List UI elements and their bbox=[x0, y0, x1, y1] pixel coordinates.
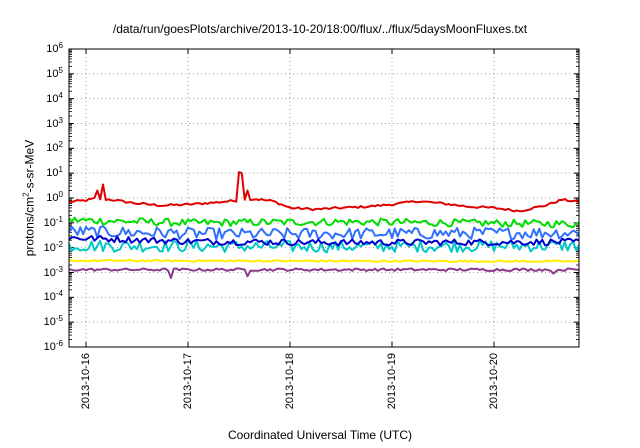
y-tick-exp: 2 bbox=[58, 140, 63, 150]
y-tick-exp: -3 bbox=[55, 264, 63, 274]
y-tick-exp: -6 bbox=[55, 339, 63, 348]
y-tick-exp: 1 bbox=[58, 165, 63, 175]
series-line bbox=[68, 171, 580, 213]
series-line bbox=[68, 216, 580, 229]
x-tick-label: 2013-10-17 bbox=[182, 353, 194, 410]
y-tick-label: 10-3 bbox=[43, 264, 63, 279]
y-tick-base: 10 bbox=[46, 92, 59, 105]
y-tick-base: 10 bbox=[43, 291, 56, 304]
y-tick-base: 10 bbox=[46, 142, 59, 155]
series-line bbox=[69, 258, 580, 264]
y-axis-label-suffix: -s-sr-MeV bbox=[22, 139, 37, 193]
y-axis-label-prefix: protons/cm bbox=[22, 196, 37, 257]
y-tick-base: 10 bbox=[46, 67, 59, 80]
y-tick-base: 10 bbox=[43, 216, 56, 229]
y-tick-exp: -1 bbox=[55, 214, 63, 224]
y-tick-label: 10-5 bbox=[43, 314, 63, 329]
y-tick-label: 103 bbox=[46, 115, 63, 130]
y-tick-label: 104 bbox=[46, 90, 63, 105]
series-line bbox=[68, 267, 580, 279]
y-tick-label: 10-1 bbox=[43, 214, 63, 229]
y-tick-base: 10 bbox=[46, 117, 59, 130]
y-tick-label: 105 bbox=[46, 65, 63, 80]
x-tick-label: 2013-10-18 bbox=[284, 353, 296, 410]
x-tick-label: 2013-10-19 bbox=[386, 353, 398, 410]
y-tick-base: 10 bbox=[43, 316, 56, 329]
y-tick-exp: 5 bbox=[58, 65, 63, 75]
y-tick-base: 10 bbox=[43, 341, 56, 353]
y-tick-exp: -4 bbox=[55, 289, 63, 299]
series-line bbox=[68, 234, 580, 247]
x-axis-label: Coordinated Universal Time (UTC) bbox=[227, 428, 413, 442]
y-tick-exp: 4 bbox=[58, 90, 63, 100]
y-tick-exp: 0 bbox=[58, 190, 63, 199]
y-tick-exp: 6 bbox=[58, 41, 63, 50]
chart-title: /data/run/goesPlots/archive/2013-10-20/1… bbox=[112, 22, 528, 36]
y-tick-label: 10-6 bbox=[43, 339, 63, 354]
y-tick-exp: -2 bbox=[55, 239, 63, 249]
y-tick-label: 101 bbox=[46, 165, 63, 180]
y-tick-label: 102 bbox=[46, 140, 63, 155]
y-tick-label: 10-4 bbox=[43, 289, 63, 304]
y-axis-label-sup: 2 bbox=[21, 192, 31, 197]
y-tick-base: 10 bbox=[46, 192, 59, 204]
y-tick-label: 100 bbox=[46, 190, 63, 205]
y-tick-label: 10-2 bbox=[43, 239, 63, 254]
y-tick-exp: -5 bbox=[55, 314, 63, 324]
series-line bbox=[68, 225, 580, 241]
y-tick-label: 106 bbox=[46, 41, 63, 56]
y-tick-base: 10 bbox=[46, 167, 59, 180]
y-axis-label: protons/cm2-s-sr-MeV bbox=[22, 140, 37, 256]
series-line bbox=[68, 239, 580, 254]
x-tick-label: 2013-10-20 bbox=[488, 353, 500, 410]
y-tick-base: 10 bbox=[43, 266, 56, 279]
plot-border bbox=[68, 48, 580, 348]
y-tick-exp: 3 bbox=[58, 115, 63, 125]
y-tick-base: 10 bbox=[46, 43, 59, 55]
x-tick-label: 2013-10-16 bbox=[80, 353, 92, 410]
y-tick-base: 10 bbox=[43, 241, 56, 254]
